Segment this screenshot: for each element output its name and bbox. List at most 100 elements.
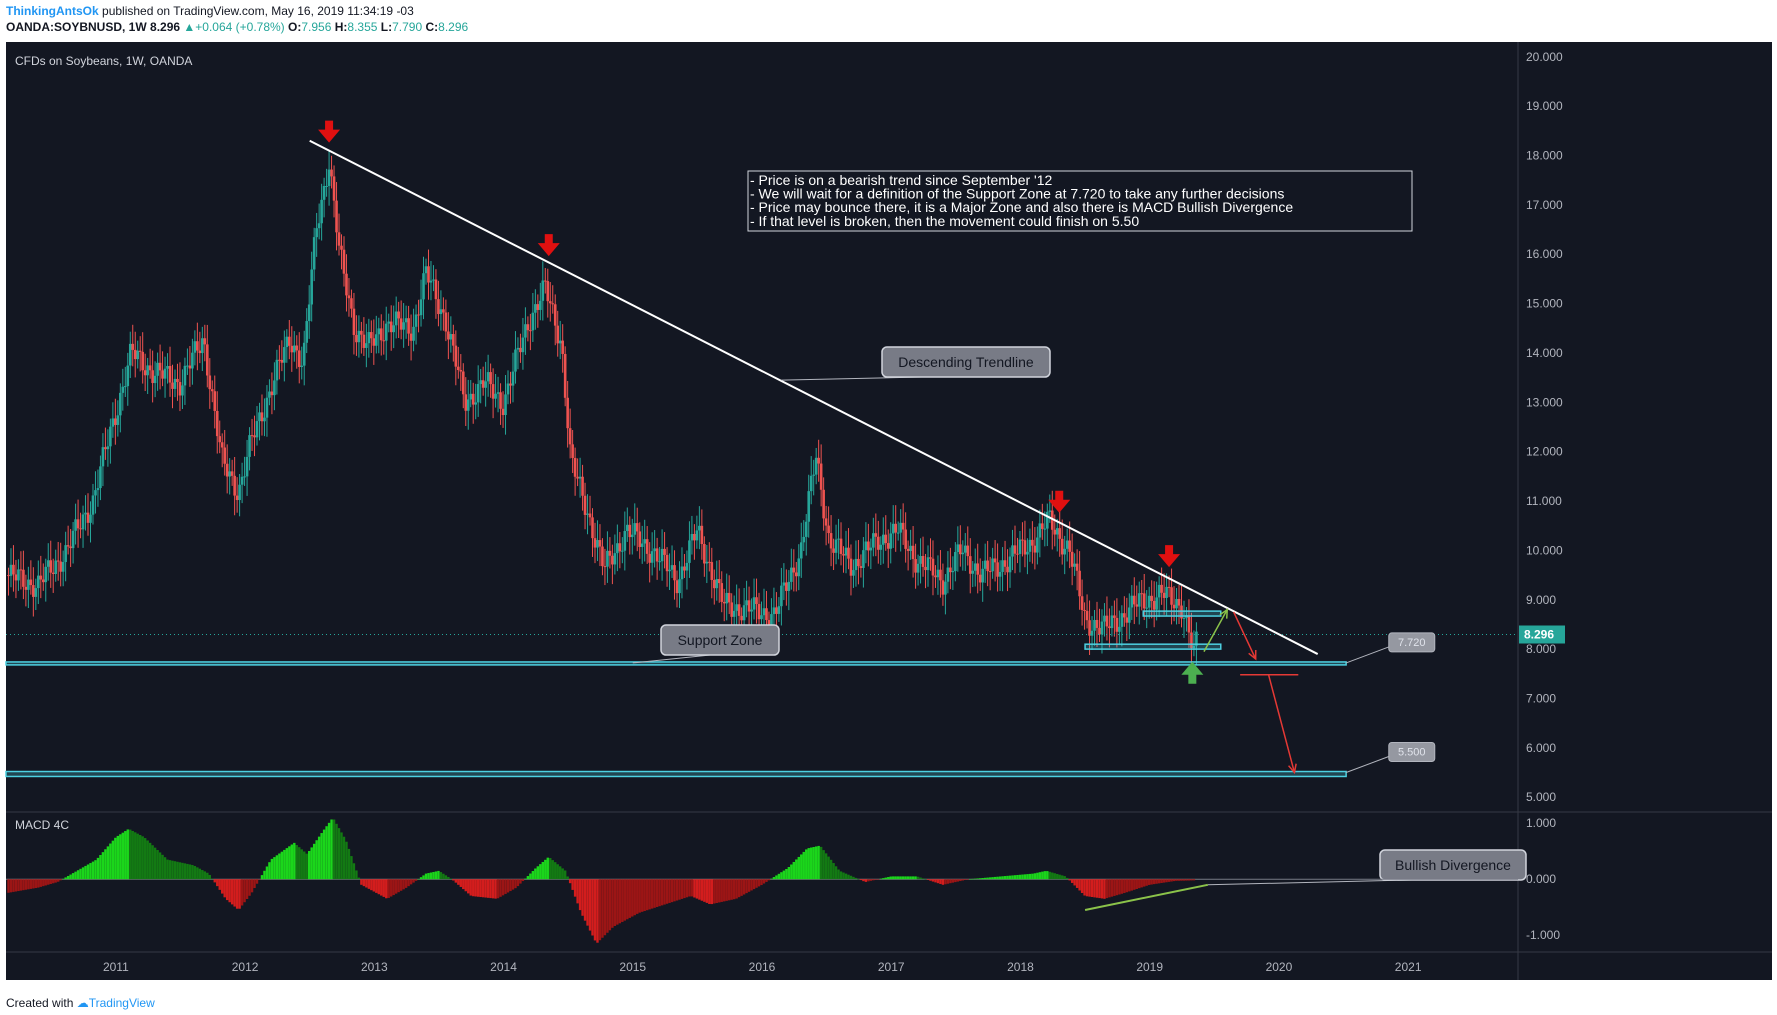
candle-body — [27, 579, 30, 590]
macd-bar — [524, 878, 527, 880]
macd-bar — [357, 877, 361, 880]
notes-line: - Price is on a bearish trend since Sept… — [750, 172, 1052, 188]
candle-body — [203, 338, 207, 345]
macd-bar — [191, 864, 194, 880]
candle-body — [675, 580, 679, 594]
candle-body — [727, 592, 731, 603]
macd-bar — [1085, 879, 1089, 897]
candle-body — [285, 336, 289, 348]
candle-body — [94, 490, 97, 496]
candle-body — [1098, 627, 1101, 635]
price-axis-tick: 19.000 — [1526, 99, 1563, 113]
candle-body — [494, 393, 497, 399]
candle-body — [300, 365, 304, 367]
macd-bar — [901, 876, 905, 880]
macd-bar — [1125, 879, 1129, 893]
macd-bar — [387, 879, 390, 898]
candle-body — [1182, 617, 1186, 619]
macd-bar — [633, 879, 636, 916]
macd-bar — [665, 879, 669, 904]
candle-body — [673, 565, 676, 581]
break-down-arrow-head — [1288, 763, 1297, 775]
candle-body — [1123, 613, 1126, 618]
candle-body — [1028, 539, 1032, 552]
macd-bar — [919, 877, 922, 880]
macd-bar — [834, 866, 838, 880]
candle-body — [785, 582, 788, 591]
macd-bar — [797, 856, 800, 880]
macd-bar — [993, 876, 997, 880]
macd-bar — [111, 840, 115, 880]
macd-bar — [37, 879, 40, 888]
candle-body — [489, 372, 492, 385]
candle-body — [1108, 626, 1111, 629]
macd-bar — [1152, 879, 1156, 885]
candle-body — [551, 303, 555, 305]
candle-body — [588, 513, 592, 518]
macd-bar — [288, 846, 291, 880]
macd-bar — [235, 879, 239, 909]
macd-bar — [382, 879, 385, 897]
macd-bar — [1041, 871, 1044, 880]
candle-body — [342, 249, 346, 274]
macd-bar — [628, 879, 631, 918]
macd-bar — [171, 860, 174, 880]
candle-body — [292, 345, 296, 353]
candle-body — [46, 560, 50, 567]
candle-body — [1048, 510, 1052, 512]
candle-body — [1063, 548, 1066, 555]
macd-bar — [1115, 879, 1119, 896]
candle-body — [19, 569, 23, 571]
author-link[interactable]: ThinkingAntsOk — [6, 4, 99, 18]
candle-body — [747, 600, 751, 612]
candle-body — [919, 555, 922, 564]
macd-bar — [650, 879, 654, 909]
candle-body — [322, 186, 326, 200]
candle-body — [476, 384, 480, 403]
candle-body — [1180, 605, 1183, 619]
candle-body — [1115, 617, 1119, 632]
candle-body — [951, 571, 955, 573]
macd-bar — [752, 879, 756, 890]
macd-bar — [641, 879, 644, 912]
macd-bar — [715, 879, 718, 903]
candle-body — [377, 328, 381, 335]
macd-bar — [678, 879, 681, 900]
price-axis-tick: 13.000 — [1526, 395, 1563, 409]
macd-bar — [703, 879, 706, 902]
candle-body — [86, 512, 90, 523]
macd-bar — [598, 879, 602, 941]
macd-bar — [494, 879, 497, 899]
macd-bar — [119, 834, 122, 880]
footer-brand[interactable]: TradingView — [88, 996, 155, 1010]
macd-bar — [139, 834, 142, 880]
macd-bar — [29, 879, 33, 889]
macd-bar — [1138, 879, 1141, 889]
candle-body — [225, 463, 229, 477]
candle-body — [61, 562, 65, 572]
macd-bar — [1165, 879, 1168, 883]
macd-bar — [1061, 875, 1064, 880]
macd-bar — [109, 843, 112, 880]
candle-body — [817, 457, 820, 464]
macd-bar — [1036, 872, 1039, 880]
macd-bar — [673, 879, 676, 902]
candle-body — [849, 558, 853, 576]
candle-body — [1150, 595, 1153, 601]
candle-body — [96, 488, 100, 491]
candle-body — [881, 534, 885, 545]
time-axis-tick: 2019 — [1136, 960, 1163, 974]
candle-body — [566, 397, 569, 429]
candle-body — [81, 514, 85, 530]
macd-bar — [134, 832, 137, 880]
macd-bar — [280, 851, 284, 880]
macd-bar — [566, 876, 569, 880]
macd-bar — [275, 855, 279, 880]
high-label: H: — [334, 20, 348, 34]
candle-body — [1162, 592, 1166, 598]
time-axis-tick: 2013 — [361, 960, 388, 974]
candle-body — [546, 281, 550, 302]
candle-body — [1018, 539, 1022, 554]
macd-bar — [462, 879, 465, 890]
